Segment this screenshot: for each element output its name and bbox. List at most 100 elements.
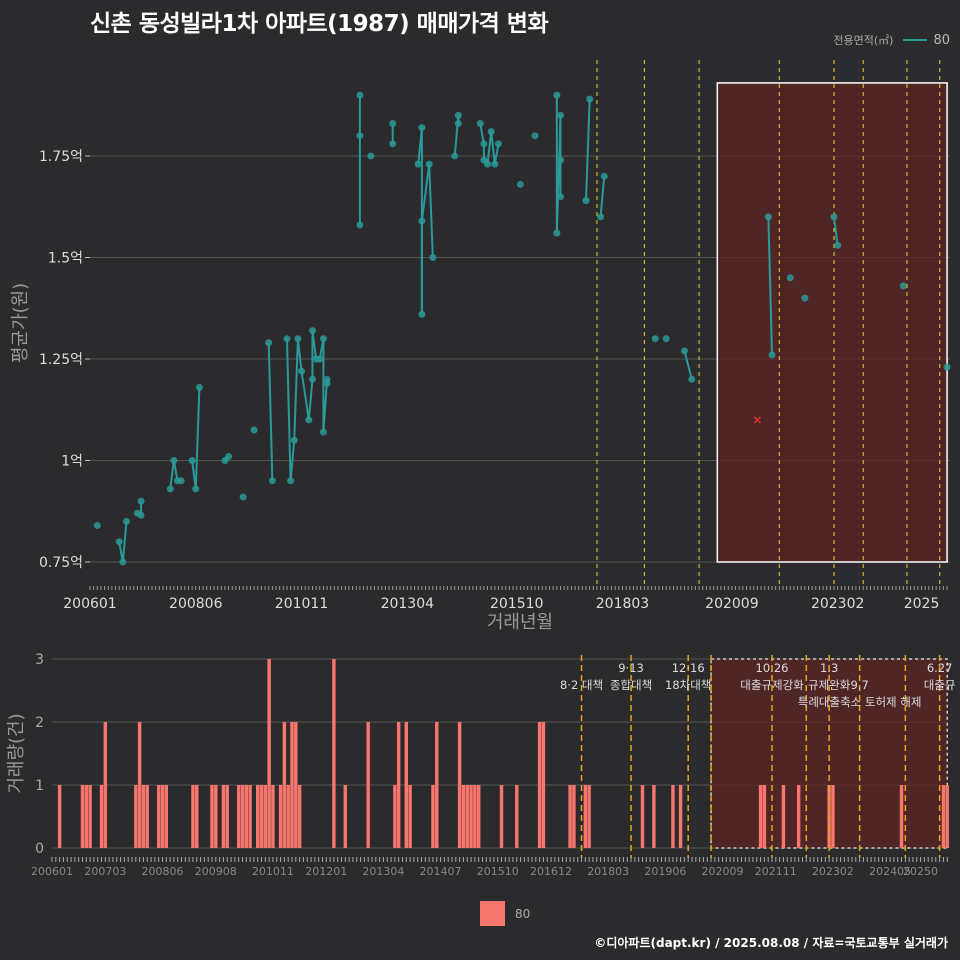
volume-bar	[461, 785, 466, 848]
data-point	[480, 140, 488, 148]
volume-bar	[515, 785, 519, 848]
policy-annotation: 9.7	[850, 678, 868, 692]
volume-bar	[396, 722, 401, 848]
x-tick-label: 20250	[903, 865, 938, 878]
data-point	[556, 111, 564, 119]
series-line-segment	[194, 387, 201, 489]
x-tick-label: 201803	[596, 596, 649, 612]
data-point	[316, 355, 324, 363]
legend-bottom-item: 80	[515, 906, 531, 921]
x-tick-label: 201906	[644, 865, 686, 878]
volume-bar	[214, 785, 218, 848]
legend-top-line-icon	[903, 39, 928, 41]
data-point	[389, 120, 397, 128]
volume-bar	[259, 785, 264, 848]
volume-bar	[248, 785, 252, 848]
series-line-segment	[307, 379, 314, 420]
volume-bar	[290, 722, 294, 848]
volume-bar	[297, 785, 302, 848]
legend-top-item: 80	[933, 32, 950, 48]
x-tick-label: 202405	[869, 865, 911, 878]
y-tick-label: 2	[35, 715, 44, 731]
data-point	[319, 428, 327, 436]
y-tick-label: 1억	[61, 454, 83, 470]
data-point	[305, 416, 313, 424]
x-tick-label: 202111	[755, 865, 797, 878]
data-point	[225, 452, 233, 460]
series-line-segment	[486, 131, 493, 165]
data-point	[553, 91, 561, 99]
volume-bar	[404, 722, 408, 848]
x-tick-label: 200908	[195, 865, 237, 878]
cross-marker	[753, 416, 761, 424]
data-point	[418, 310, 426, 318]
data-point	[531, 132, 539, 140]
data-point	[943, 363, 951, 371]
volume-bar	[583, 785, 588, 848]
volume-bar	[221, 785, 226, 848]
data-point	[308, 375, 316, 383]
policy-annotation: 10.26	[756, 661, 789, 675]
policy-annotation: 8·2 대책	[560, 678, 603, 692]
volume-bar	[781, 785, 786, 848]
data-point	[600, 172, 608, 180]
data-point	[688, 375, 696, 383]
volume-bar	[225, 785, 229, 848]
data-point	[429, 254, 437, 261]
data-point	[356, 221, 364, 229]
volume-bar	[80, 785, 85, 848]
data-point	[170, 457, 178, 464]
y-tick-label: 1.75억	[39, 149, 83, 165]
volume-bar	[236, 785, 241, 848]
volume-bar	[408, 785, 412, 848]
data-point	[494, 140, 502, 148]
volume-bar	[99, 785, 104, 848]
x-tick-label: 201407	[420, 865, 462, 878]
volume-bar	[164, 785, 168, 848]
volume-bar	[145, 785, 149, 848]
data-point	[425, 160, 433, 168]
volume-bar	[84, 785, 88, 848]
volume-bar	[640, 785, 645, 848]
volume-bar	[587, 785, 591, 848]
x-tick-label: 201612	[530, 865, 572, 878]
volume-bar	[465, 785, 469, 848]
data-point	[651, 335, 659, 343]
policy-annotation: 종합대책	[610, 678, 652, 692]
volume-bar	[282, 722, 287, 848]
y-tick-label: 1.25억	[39, 352, 83, 368]
legend-top: 전용면적(㎡) 80	[833, 32, 950, 48]
x-tick-label: 201201	[305, 865, 347, 878]
volume-bar	[796, 785, 801, 848]
x-tick-label: 202302	[811, 596, 864, 612]
policy-annotation: 대출규	[924, 678, 956, 692]
data-point	[367, 152, 375, 160]
x-tick-label: 201510	[477, 865, 519, 878]
data-point	[476, 120, 484, 128]
data-point	[268, 477, 276, 485]
credit-text: ©디아파트(dapt.kr) / 2025.08.08 / 자료=국토교통부 실…	[594, 936, 948, 950]
volume-bar	[103, 722, 108, 848]
series-line-segment	[289, 440, 296, 481]
volume-bar	[678, 785, 683, 848]
y-tick-label: 1.5억	[48, 251, 83, 267]
x-tick-label: 200806	[141, 865, 183, 878]
data-point	[287, 477, 295, 485]
data-point	[553, 229, 561, 237]
data-point	[195, 383, 203, 391]
data-point	[516, 180, 524, 188]
x-tick-label: 2025	[904, 596, 940, 612]
data-point	[454, 111, 462, 119]
legend-bottom: 80	[480, 901, 530, 926]
x-tick-label: 200806	[169, 596, 223, 612]
volume-bar	[476, 785, 481, 848]
volume-bar	[57, 785, 62, 848]
volume-bar	[210, 785, 214, 848]
volume-bar	[191, 785, 195, 848]
data-point	[556, 156, 564, 164]
x-tick-label: 201304	[362, 865, 404, 878]
series-line-segment	[121, 521, 128, 563]
volume-bar	[671, 785, 675, 848]
x-tick-label: 200601	[31, 865, 73, 878]
